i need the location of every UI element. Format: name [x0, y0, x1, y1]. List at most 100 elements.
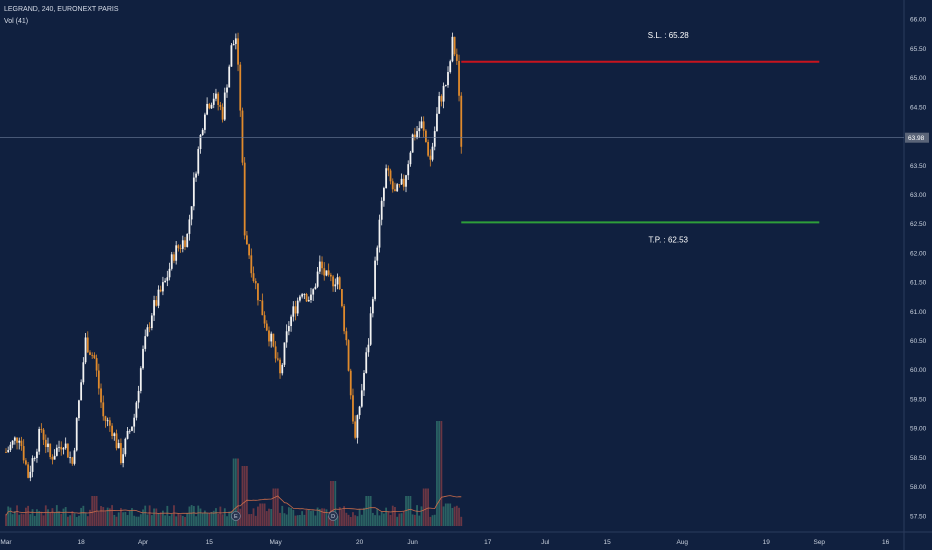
- volume-bar: [411, 514, 414, 526]
- candle-body: [234, 38, 237, 44]
- candle-body: [316, 271, 319, 287]
- volume-bar: [60, 513, 63, 526]
- volume-bar: [325, 509, 328, 526]
- volume-bar: [332, 481, 334, 526]
- volume-bar: [290, 507, 292, 526]
- candle-body: [177, 245, 180, 249]
- volume-bar: [436, 421, 438, 526]
- volume-bar: [175, 516, 178, 526]
- candle-body: [272, 333, 275, 347]
- volume-bar: [106, 507, 109, 526]
- volume-bar: [204, 510, 206, 526]
- candle-body: [449, 61, 452, 73]
- candle-body: [31, 458, 34, 472]
- price-tick-label: 57.50: [910, 513, 927, 520]
- volume-bar: [234, 458, 237, 526]
- candle-body: [102, 402, 105, 417]
- volume-bar: [402, 511, 405, 526]
- candle-body: [252, 273, 255, 282]
- candle-body: [283, 342, 286, 365]
- candle-body: [86, 337, 89, 353]
- volume-bar: [296, 515, 299, 526]
- volume-bar: [259, 503, 262, 526]
- candle-body: [226, 87, 228, 93]
- candle-body: [433, 131, 436, 147]
- candle-body: [157, 289, 160, 306]
- candle-body: [363, 373, 365, 391]
- candle-body: [376, 247, 379, 261]
- event-marker-icon[interactable]: [328, 511, 338, 521]
- volume-bar: [97, 512, 100, 526]
- volume-bar: [212, 510, 215, 526]
- candle-body: [159, 289, 162, 292]
- time-tick-label: 15: [206, 539, 214, 546]
- volume-bar: [113, 514, 116, 526]
- candle-body: [5, 452, 7, 453]
- volume-bar: [108, 508, 111, 526]
- candle-body: [257, 283, 259, 301]
- time-tick-label: Jul: [541, 539, 550, 546]
- candle-body: [349, 370, 352, 396]
- candle-body: [206, 103, 209, 115]
- candle-body: [104, 416, 107, 421]
- volume-bar: [252, 508, 255, 526]
- volume-bar: [29, 514, 32, 526]
- candle-body: [73, 450, 76, 464]
- volume-bar: [334, 481, 337, 526]
- candle-body: [307, 300, 310, 302]
- candle-body: [453, 36, 456, 55]
- price-tick-label: 61.50: [910, 280, 927, 287]
- volume-bar: [18, 514, 21, 526]
- volume-bar: [409, 496, 412, 526]
- volume-bar: [387, 511, 390, 526]
- candle-body: [332, 276, 334, 287]
- volume-bar: [38, 511, 41, 526]
- volume-bar: [429, 516, 432, 526]
- volume-bar: [455, 505, 458, 526]
- candle-body: [447, 72, 449, 86]
- volume-bar: [449, 503, 452, 526]
- volume-bar: [117, 512, 120, 526]
- volume-bar: [369, 496, 372, 526]
- candle-body: [387, 168, 390, 171]
- candle-body: [402, 178, 405, 187]
- event-marker-icon[interactable]: [231, 511, 241, 521]
- candle-body: [199, 134, 202, 150]
- volume-bar: [148, 505, 151, 526]
- candle-body: [371, 299, 374, 314]
- candle-body: [95, 358, 98, 371]
- candle-body: [27, 464, 29, 478]
- candle-body: [24, 460, 27, 465]
- volume-bar: [427, 488, 430, 526]
- candle-body: [460, 95, 463, 147]
- volume-bar: [343, 506, 346, 526]
- candle-body: [55, 447, 58, 456]
- volume-bar: [347, 514, 350, 526]
- candle-body: [429, 155, 432, 160]
- candle-body: [69, 457, 71, 459]
- volume-bar: [33, 515, 36, 526]
- volume-bar: [86, 516, 89, 526]
- price-tick-label: 58.50: [910, 455, 927, 462]
- volume-bar: [53, 512, 56, 526]
- candle-body: [131, 426, 133, 431]
- volume-bar: [150, 515, 153, 526]
- volume-bar: [89, 509, 91, 526]
- candle-body: [184, 240, 186, 247]
- candle-body: [360, 390, 363, 407]
- candle-body: [323, 268, 326, 276]
- volume-bar: [82, 505, 85, 526]
- volume-bar: [135, 516, 138, 526]
- event-marker-label: D: [331, 514, 335, 520]
- stop-loss-label: S.L. : 65.28: [648, 31, 689, 40]
- candle-body: [128, 430, 131, 432]
- candle-body: [391, 181, 394, 190]
- volume-label: Vol (41): [4, 18, 29, 25]
- volume-bar: [144, 505, 147, 526]
- volume-bar: [84, 512, 87, 526]
- candle-body: [407, 164, 410, 176]
- volume-bar: [433, 514, 436, 526]
- volume-bar: [186, 513, 189, 526]
- candle-body: [341, 289, 343, 307]
